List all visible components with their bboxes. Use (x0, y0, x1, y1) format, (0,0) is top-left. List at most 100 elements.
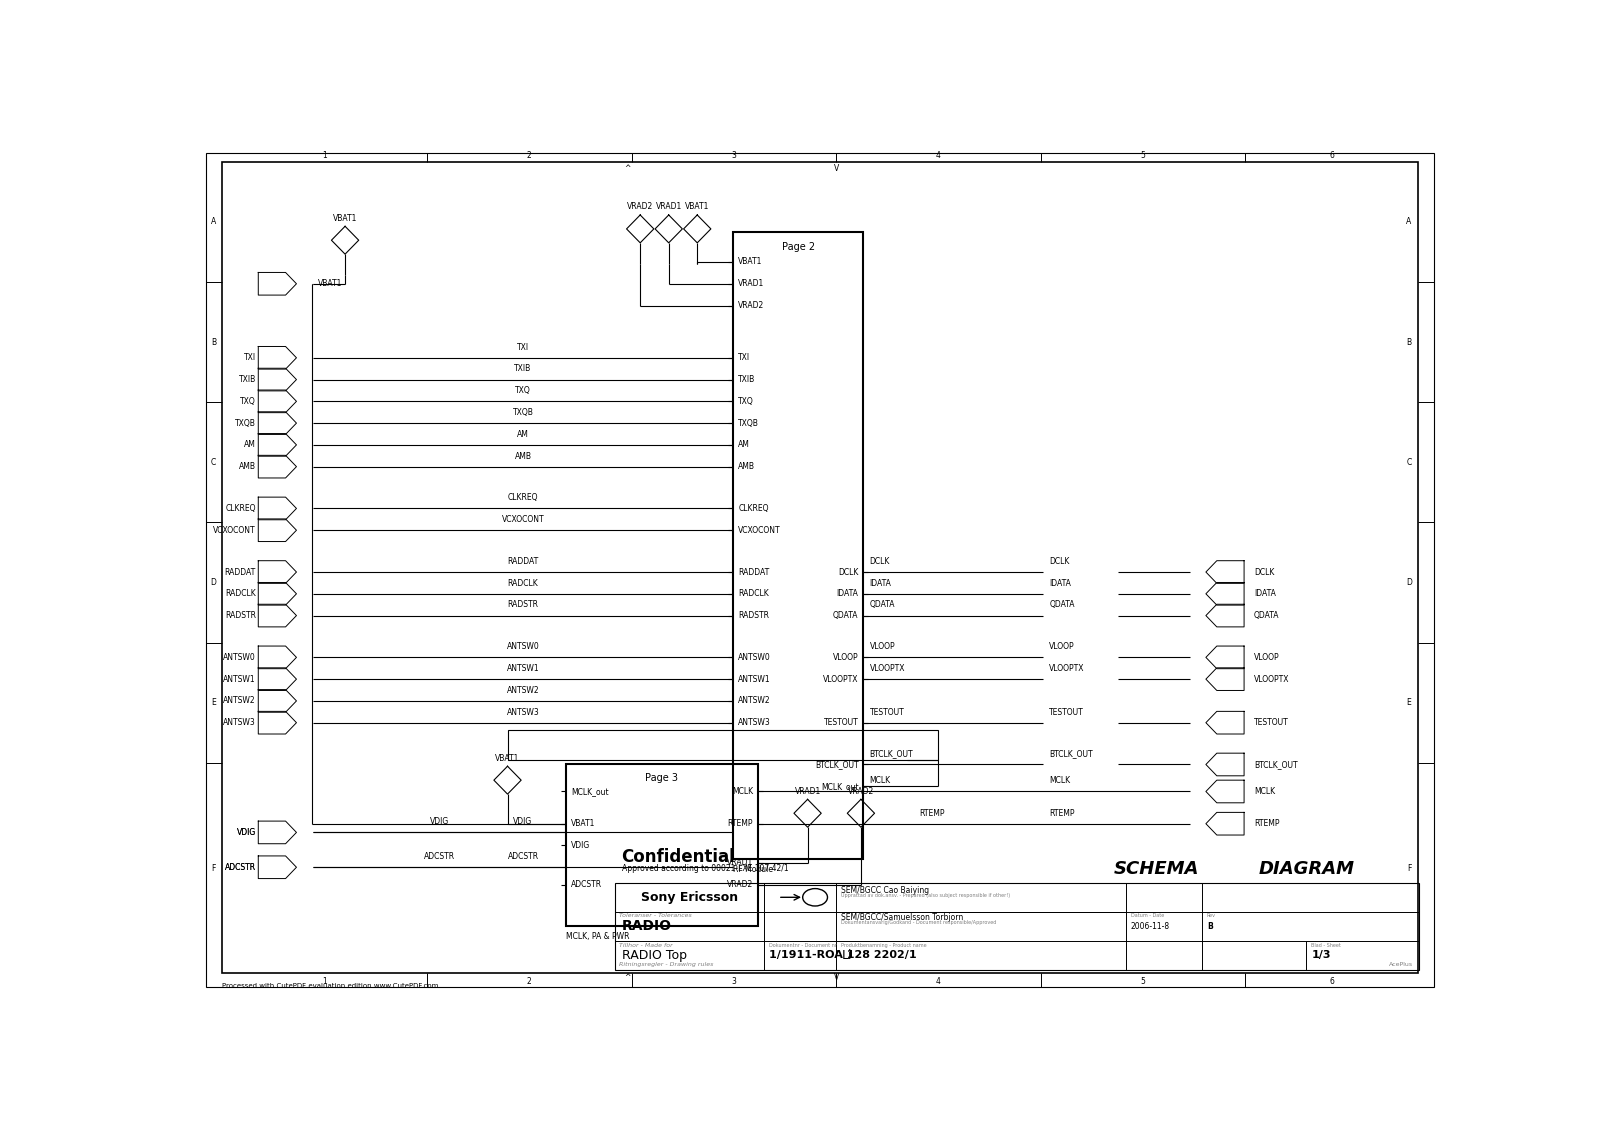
Text: 1/3: 1/3 (1312, 950, 1331, 960)
Text: DCLK: DCLK (838, 568, 859, 577)
Text: VBAT1: VBAT1 (571, 819, 595, 828)
Text: 3: 3 (731, 152, 736, 161)
Text: DIAGRAM: DIAGRAM (1258, 860, 1354, 878)
Text: D: D (1406, 578, 1411, 587)
Text: VRAD2: VRAD2 (738, 301, 765, 310)
Text: B: B (1406, 338, 1411, 346)
Text: V: V (834, 164, 838, 173)
Text: 4: 4 (936, 152, 941, 161)
Text: ^: ^ (624, 164, 630, 173)
Text: ANTSW1: ANTSW1 (738, 675, 771, 683)
Text: BTCLK_OUT: BTCLK_OUT (1254, 760, 1298, 769)
Text: Confidential: Confidential (621, 848, 736, 866)
Text: VDIG: VDIG (430, 818, 450, 827)
Text: ANTSW2: ANTSW2 (738, 697, 771, 706)
Text: VDIG: VDIG (237, 828, 256, 837)
Text: VCXOCONT: VCXOCONT (502, 515, 544, 524)
Text: AM: AM (738, 440, 750, 449)
Text: AM: AM (243, 440, 256, 449)
Text: Toleranser - Tolerances: Toleranser - Tolerances (619, 914, 691, 918)
Text: VLOOP: VLOOP (1254, 653, 1280, 662)
Text: Page 3: Page 3 (645, 774, 678, 783)
Text: QDATA: QDATA (1254, 611, 1280, 620)
Text: MCLK_out: MCLK_out (821, 782, 859, 791)
Text: AcePlus: AcePlus (1389, 962, 1413, 967)
Text: TXI: TXI (738, 353, 750, 362)
Bar (733, 232, 864, 858)
Text: VBAT1: VBAT1 (685, 202, 709, 211)
Text: 4: 4 (936, 977, 941, 986)
Text: ADCSTR: ADCSTR (507, 852, 539, 861)
Text: VBAT1: VBAT1 (318, 279, 342, 288)
Text: AM: AM (517, 430, 530, 439)
Text: B: B (1206, 922, 1213, 931)
Text: E: E (211, 698, 216, 707)
Text: ANTSW0: ANTSW0 (507, 642, 539, 651)
Text: VLOOPTX: VLOOPTX (822, 675, 859, 683)
Text: VLOOPTX: VLOOPTX (1050, 664, 1085, 673)
Text: 5: 5 (1141, 152, 1146, 161)
Text: SCHEMA: SCHEMA (1114, 860, 1198, 878)
Text: TXQB: TXQB (738, 418, 758, 428)
Text: BTCLK_OUT: BTCLK_OUT (870, 750, 914, 759)
Text: RADDAT: RADDAT (738, 568, 770, 577)
Text: 6: 6 (1330, 977, 1334, 986)
Text: TXQB: TXQB (512, 408, 533, 417)
Text: IDATA: IDATA (837, 589, 859, 598)
Text: DCLK: DCLK (870, 556, 890, 566)
Text: MCLK_out: MCLK_out (571, 787, 608, 796)
Text: TXQ: TXQ (515, 387, 531, 395)
Text: ANTSW0: ANTSW0 (222, 653, 256, 662)
Text: VLOOP: VLOOP (870, 642, 896, 651)
Text: MCLK: MCLK (731, 787, 754, 796)
Text: Processed with CutePDF evaluation edition www.CutePDF.com: Processed with CutePDF evaluation editio… (222, 983, 438, 988)
Text: VLOOPTX: VLOOPTX (870, 664, 906, 673)
Text: VCXOCONT: VCXOCONT (213, 526, 256, 535)
Text: BTCLK_OUT: BTCLK_OUT (814, 760, 859, 769)
Text: RADSTR: RADSTR (738, 611, 770, 620)
Text: Approved according to 00021-LXE 107 42/1: Approved according to 00021-LXE 107 42/1 (621, 864, 789, 873)
Text: F: F (211, 864, 216, 873)
Text: AMB: AMB (238, 463, 256, 472)
Text: Produktbenamning - Product name: Produktbenamning - Product name (842, 942, 926, 948)
Text: TESTOUT: TESTOUT (824, 718, 859, 727)
Text: VRAD2: VRAD2 (848, 787, 874, 796)
Text: VRAD2: VRAD2 (726, 880, 754, 889)
Text: VDIG: VDIG (571, 841, 590, 851)
Text: ADCSTR: ADCSTR (224, 863, 256, 872)
Text: 1/1911-ROA 128 2202/1: 1/1911-ROA 128 2202/1 (770, 950, 917, 960)
Text: D: D (211, 578, 216, 587)
Text: 2: 2 (526, 977, 531, 986)
Text: TESTOUT: TESTOUT (1050, 708, 1085, 717)
Text: TESTOUT: TESTOUT (1254, 718, 1288, 727)
Text: TXI: TXI (517, 343, 530, 352)
Text: Blad - Sheet: Blad - Sheet (1312, 942, 1341, 948)
Text: DCLK: DCLK (1254, 568, 1274, 577)
Text: QDATA: QDATA (834, 611, 859, 620)
Text: 6: 6 (1330, 152, 1334, 161)
Text: 2006-11-8: 2006-11-8 (1131, 922, 1170, 931)
Text: CLKREQ: CLKREQ (507, 493, 538, 502)
Text: IDATA: IDATA (1254, 589, 1275, 598)
Text: 1: 1 (322, 152, 326, 161)
Text: Tillhor - Made for: Tillhor - Made for (619, 942, 674, 948)
Text: RTEMP: RTEMP (1254, 819, 1280, 828)
Text: VRAD1: VRAD1 (738, 279, 765, 288)
Text: VCXOCONT: VCXOCONT (738, 526, 781, 535)
Text: 2: 2 (526, 152, 531, 161)
Text: TXIB: TXIB (514, 364, 531, 373)
Text: C: C (211, 458, 216, 467)
Text: CLKREQ: CLKREQ (738, 504, 768, 513)
Text: RADCLK: RADCLK (226, 589, 256, 598)
Text: RADDAT: RADDAT (507, 556, 539, 566)
Text: TXQ: TXQ (240, 397, 256, 406)
Text: VBAT1: VBAT1 (738, 258, 763, 267)
Text: RTEMP: RTEMP (1050, 809, 1075, 818)
Text: RADSTR: RADSTR (224, 611, 256, 620)
Text: TXQB: TXQB (235, 418, 256, 428)
Text: 1: 1 (322, 977, 326, 986)
Text: IDATA: IDATA (1050, 579, 1072, 588)
Text: DCLK: DCLK (1050, 556, 1070, 566)
Text: VRAD1: VRAD1 (656, 202, 682, 211)
Text: TXQ: TXQ (738, 397, 754, 406)
